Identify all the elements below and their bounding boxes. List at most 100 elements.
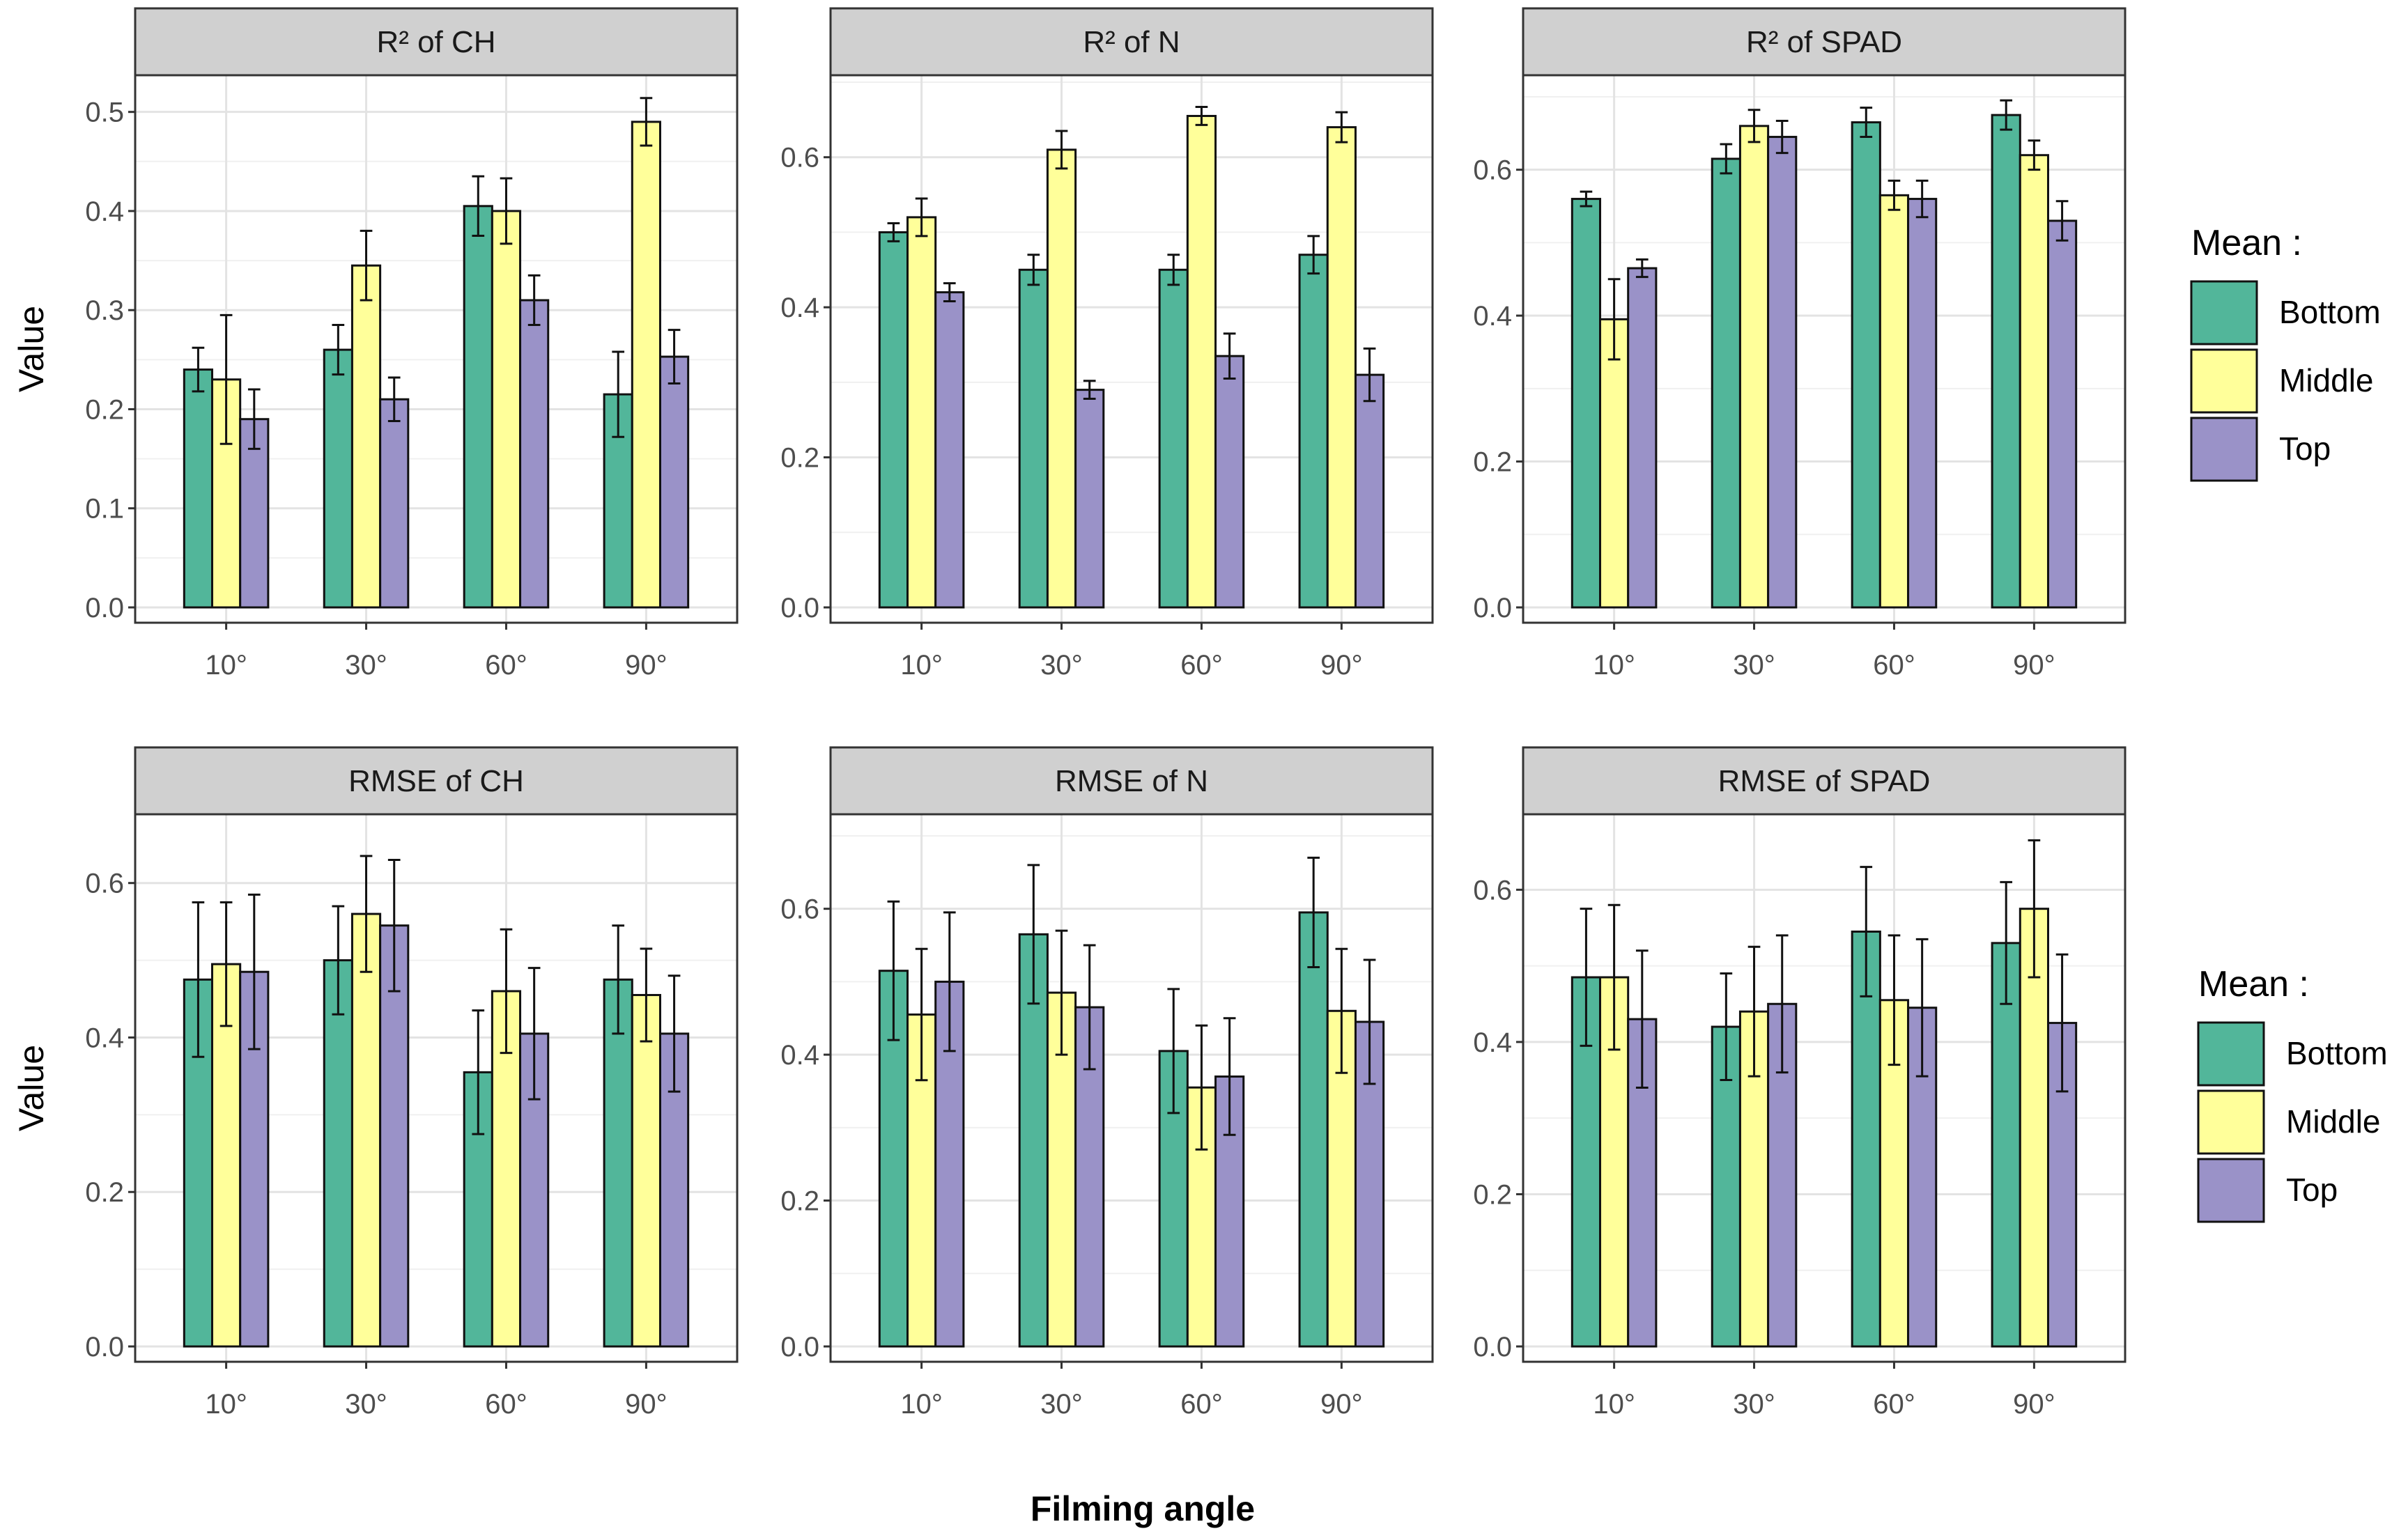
bar-middle — [1878, 194, 1910, 609]
y-tick-label: 0.0 — [780, 593, 819, 623]
error-bar — [387, 376, 401, 423]
error-bar — [915, 947, 928, 1082]
panel-border — [1522, 74, 2127, 624]
legend-label-bottom: Bottom — [2286, 1035, 2388, 1071]
error-bar — [387, 858, 401, 993]
bar-middle — [350, 912, 382, 1348]
legend-label-middle: Middle — [2286, 1103, 2381, 1140]
error-bar — [612, 924, 625, 1035]
bar-middle — [906, 216, 937, 609]
legend-label-top: Top — [2286, 1172, 2338, 1208]
bar-bottom — [183, 368, 214, 609]
error-bar — [943, 911, 956, 1052]
error-bar — [1747, 945, 1761, 1078]
y-tick-label: 0.4 — [1473, 301, 1512, 332]
error-bar — [1607, 903, 1621, 1051]
panel-border — [829, 813, 1434, 1363]
y-tick-label: 0.0 — [85, 593, 124, 623]
error-bar — [2055, 953, 2069, 1093]
x-tick-label: 90° — [2013, 650, 2055, 681]
facet-title: RMSE of N — [1055, 764, 1208, 798]
y-tick-label: 0.2 — [85, 1177, 124, 1208]
error-bar — [1635, 258, 1649, 279]
facet-title: R² of CH — [376, 25, 495, 59]
x-tick-label: 60° — [1180, 1389, 1223, 1420]
legend-swatch-middle — [2197, 1089, 2265, 1155]
error-bar — [1027, 864, 1040, 1005]
y-tick-label: 0.0 — [1473, 1332, 1512, 1362]
bar-bottom — [1851, 121, 1881, 609]
error-bar — [1915, 938, 1929, 1078]
error-bar — [640, 97, 653, 147]
error-bar — [2055, 200, 2069, 242]
y-tick-label: 0.2 — [780, 1186, 819, 1217]
y-tick-label: 0.2 — [780, 443, 819, 474]
error-bar — [1195, 1024, 1208, 1151]
legend-swatch-middle — [2190, 348, 2258, 414]
bar-bottom — [1711, 157, 1741, 609]
bar-bottom — [878, 231, 909, 609]
y-tick-label: 0.4 — [1473, 1027, 1512, 1058]
bar-middle — [2019, 908, 2049, 1348]
bar-bottom — [323, 959, 353, 1348]
y-tick-label: 0.2 — [1473, 1179, 1512, 1210]
error-bar — [1055, 130, 1068, 170]
x-tick-label: 30° — [1040, 1389, 1083, 1420]
x-tick-label: 30° — [1733, 650, 1775, 681]
legends: Mean : Bottom Middle Top Mean : Bottom Middle T… — [2190, 223, 2388, 1223]
legend-swatch-top — [2190, 417, 2258, 482]
x-tick-label: 30° — [1040, 650, 1083, 681]
error-bar — [472, 175, 485, 238]
bar-top — [934, 291, 965, 609]
error-bar — [887, 222, 900, 242]
facet-strip — [829, 7, 1434, 77]
x-tick-label: 10° — [900, 1389, 943, 1420]
bar-top — [2046, 219, 2078, 609]
x-tick-label: 90° — [625, 1389, 667, 1420]
bar-bottom — [1158, 268, 1189, 609]
x-tick-label: 10° — [1593, 1389, 1635, 1420]
bar-middle — [491, 210, 522, 609]
error-bar — [1747, 109, 1761, 143]
x-tick-label: 90° — [625, 650, 667, 681]
bar-top — [1074, 389, 1105, 609]
error-bar — [247, 388, 261, 450]
error-bar — [219, 901, 233, 1027]
legend-label-middle: Middle — [2279, 362, 2374, 398]
error-bar — [2028, 139, 2041, 171]
error-bar — [1860, 866, 1873, 997]
error-bar — [360, 855, 373, 973]
bar-bottom — [1298, 254, 1329, 609]
error-bar — [1720, 972, 1733, 1082]
facet-strip — [1522, 746, 2127, 816]
facet-panel: RMSE of CH 0.0 0.2 0.4 0.6 10° 30° 60° 90° Value — [12, 746, 739, 1420]
error-bar — [2028, 839, 2041, 979]
bar-top — [1767, 136, 1798, 609]
error-bar — [1055, 929, 1068, 1056]
bar-top — [379, 924, 410, 1348]
error-bar — [612, 350, 625, 438]
error-bar — [219, 313, 233, 445]
x-tick-label: 10° — [900, 650, 943, 681]
x-tick-label: 60° — [485, 1389, 527, 1420]
facet-title: RMSE of SPAD — [1718, 764, 1931, 798]
y-axis-title: Value — [12, 1045, 51, 1131]
error-bar — [332, 905, 345, 1016]
facet-panel: R² of CH 0.0 0.1 0.2 0.3 0.4 0.5 10° 30° 60° 90° Va… — [12, 7, 739, 681]
bar-middle — [1599, 318, 1630, 609]
error-bar — [1167, 988, 1180, 1114]
error-bar — [1775, 934, 1789, 1074]
x-tick-label: 60° — [1873, 650, 1915, 681]
legend-swatch-bottom — [2197, 1021, 2265, 1087]
legend-swatch-top — [2197, 1158, 2265, 1223]
error-bar — [1860, 107, 1873, 139]
y-tick-label: 0.4 — [85, 196, 124, 227]
error-bar — [1307, 856, 1320, 968]
error-bar — [1167, 254, 1180, 286]
x-tick-label: 90° — [1320, 650, 1363, 681]
bar-bottom — [463, 205, 493, 609]
y-tick-label: 0.2 — [1473, 447, 1512, 478]
facet-strip — [134, 746, 739, 816]
error-bar — [1607, 278, 1621, 361]
x-tick-label: 60° — [1873, 1389, 1915, 1420]
